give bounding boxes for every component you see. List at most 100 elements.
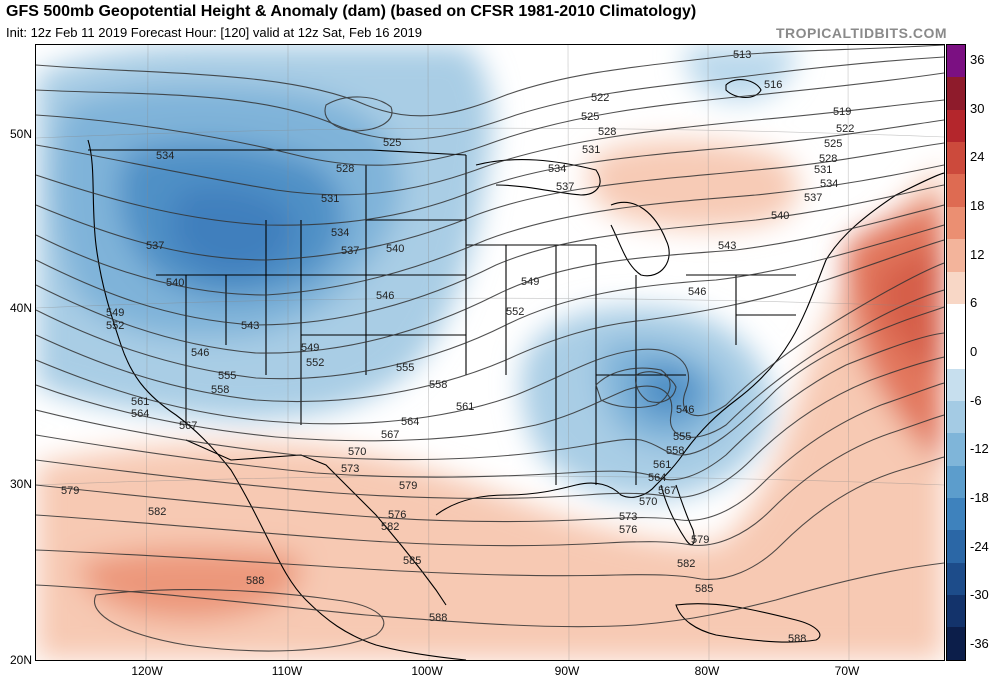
contour-label: 540 bbox=[771, 210, 789, 222]
contour-label: 537 bbox=[146, 240, 164, 252]
colorbar-label: 30 bbox=[970, 100, 985, 116]
contour-label: 588 bbox=[788, 633, 806, 645]
colorbar-label: -24 bbox=[970, 538, 989, 554]
contour-label: 549 bbox=[521, 276, 539, 288]
contour-label: 582 bbox=[381, 521, 399, 533]
colorbar-segment bbox=[947, 142, 965, 175]
colorbar-segment bbox=[947, 465, 965, 499]
contour-label: 585 bbox=[403, 555, 421, 567]
contour-label: 525 bbox=[824, 138, 842, 150]
contour-label: 561 bbox=[653, 459, 671, 471]
contour-label: 546 bbox=[376, 290, 394, 302]
contour-label: 555 bbox=[673, 431, 691, 443]
contour-label: 531 bbox=[321, 193, 339, 205]
contour-label: 579 bbox=[399, 480, 417, 492]
colorbar-segment bbox=[947, 595, 965, 628]
colorbar-label: 0 bbox=[970, 344, 978, 359]
chart-subtitle: Init: 12z Feb 11 2019 Forecast Hour: [12… bbox=[6, 25, 423, 40]
lat-label-50n: 50N bbox=[9, 127, 32, 141]
colorbar-segment bbox=[947, 239, 965, 272]
colorbar-segment bbox=[947, 498, 965, 531]
contour-label: 555 bbox=[396, 362, 414, 374]
contour-label: 588 bbox=[429, 612, 447, 624]
contour-label: 546 bbox=[688, 286, 706, 298]
chart-title: GFS 500mb Geopotential Height & Anomaly … bbox=[6, 3, 697, 20]
contour-label: 522 bbox=[836, 123, 854, 135]
colorbar-segment bbox=[947, 530, 965, 563]
colorbar-segment bbox=[947, 368, 965, 401]
colorbar-segment bbox=[947, 433, 965, 466]
contour-label: 582 bbox=[677, 558, 695, 570]
contour-label: 576 bbox=[619, 524, 637, 536]
contour-labels: 525 534 528 531 534 537 537 540 540 546 543 549 552 5… bbox=[61, 49, 854, 645]
lat-label-20n: 20N bbox=[9, 653, 32, 667]
contour-label: 534 bbox=[156, 150, 174, 162]
contour-label: 513 bbox=[733, 49, 751, 61]
lon-label-100w: 100W bbox=[411, 664, 443, 678]
contour-label: 525 bbox=[383, 137, 401, 149]
lat-label-40n: 40N bbox=[9, 301, 32, 315]
contour-label: 561 bbox=[131, 396, 149, 408]
contour-label: 573 bbox=[341, 463, 359, 475]
contour-label: 534 bbox=[548, 163, 566, 175]
colorbar-segment bbox=[947, 627, 965, 660]
contour-label: 543 bbox=[718, 240, 736, 252]
contour-label: 549 bbox=[301, 342, 319, 354]
colorbar-segment bbox=[947, 45, 965, 78]
contour-label: 540 bbox=[386, 243, 404, 255]
lon-label-80w: 80W bbox=[694, 664, 720, 678]
lon-label-110w: 110W bbox=[271, 664, 303, 678]
colorbar-segment bbox=[947, 400, 965, 434]
contour-label: 537 bbox=[804, 192, 822, 204]
contour-label: 564 bbox=[401, 416, 419, 428]
contour-label: 558 bbox=[666, 445, 684, 457]
map-canvas: 525 534 528 531 534 537 537 540 540 546 543 549 552 5… bbox=[36, 45, 944, 660]
contour-label: 579 bbox=[61, 485, 79, 497]
colorbar-segment bbox=[947, 174, 965, 207]
anomaly-colorbar bbox=[946, 44, 966, 661]
contour-label: 564 bbox=[131, 408, 149, 420]
contour-label: 570 bbox=[639, 496, 657, 508]
contour-label: 582 bbox=[148, 506, 166, 518]
contour-label: 576 bbox=[388, 509, 406, 521]
contour-label: 528 bbox=[598, 126, 616, 138]
contour-label: 534 bbox=[331, 227, 349, 239]
contour-label: 552 bbox=[506, 306, 524, 318]
contour-label: 522 bbox=[591, 92, 609, 104]
colorbar-segment bbox=[947, 77, 965, 110]
lat-label-30n: 30N bbox=[9, 477, 32, 491]
brand-watermark[interactable]: TROPICALTIDBITS.COM bbox=[775, 25, 947, 41]
colorbar-label: 24 bbox=[970, 149, 985, 165]
contour-label: 531 bbox=[582, 144, 600, 156]
contour-label: 546 bbox=[191, 347, 209, 359]
contour-label: 540 bbox=[166, 277, 184, 289]
height-contours bbox=[36, 45, 944, 652]
contour-label: 588 bbox=[246, 575, 264, 587]
contour-label: 537 bbox=[341, 245, 359, 257]
contour-label: 555 bbox=[218, 370, 236, 382]
colorbar-segment bbox=[947, 271, 965, 304]
contour-label: 534 bbox=[820, 178, 838, 190]
colorbar-label: -6 bbox=[970, 392, 982, 408]
lon-label-120w: 120W bbox=[131, 664, 163, 678]
contour-label: 528 bbox=[336, 163, 354, 175]
contour-label: 516 bbox=[764, 79, 782, 91]
colorbar-segment bbox=[947, 303, 965, 337]
contour-label: 546 bbox=[676, 404, 694, 416]
colorbar-label: -36 bbox=[970, 636, 989, 651]
colorbar-segment bbox=[947, 562, 965, 596]
colorbar-label: 12 bbox=[970, 246, 985, 262]
map-panel[interactable]: 525 534 528 531 534 537 537 540 540 546 543 549 552 5… bbox=[35, 44, 945, 661]
colorbar-segment bbox=[947, 109, 965, 143]
colorbar-label: -18 bbox=[970, 490, 989, 505]
contour-label: 528 bbox=[819, 153, 837, 165]
contour-label: 537 bbox=[556, 181, 574, 193]
contour-label: 558 bbox=[429, 379, 447, 391]
contour-label: 567 bbox=[381, 429, 399, 441]
colorbar-segment bbox=[947, 336, 965, 369]
contour-label: 543 bbox=[241, 320, 259, 332]
contour-label: 552 bbox=[106, 320, 124, 332]
contour-label: 519 bbox=[833, 106, 851, 118]
contour-label: 561 bbox=[456, 401, 474, 413]
contour-label: 564 bbox=[648, 472, 666, 484]
